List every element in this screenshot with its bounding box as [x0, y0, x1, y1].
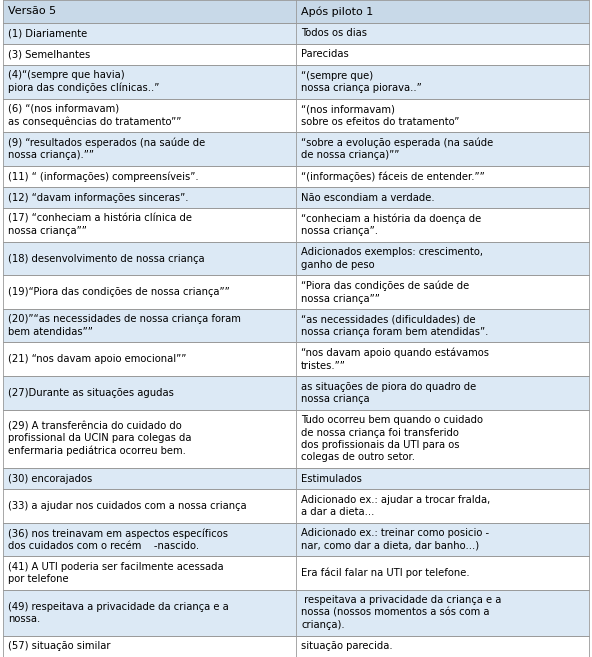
Text: “sobre a evolução esperada (na saúde
de nossa criança)””: “sobre a evolução esperada (na saúde de …	[301, 137, 493, 160]
Text: Era fácil falar na UTI por telefone.: Era fácil falar na UTI por telefone.	[301, 568, 469, 578]
Bar	[296, 309, 589, 342]
Text: (30) encorajados: (30) encorajados	[8, 474, 92, 484]
Text: (21) “nos davam apoio emocional””: (21) “nos davam apoio emocional””	[8, 354, 186, 364]
Bar	[296, 275, 589, 309]
Text: “Piora das condições de saúde de
nossa criança””: “Piora das condições de saúde de nossa c…	[301, 281, 469, 304]
Text: (6) “(nos informavam)
as consequências do tratamento””: (6) “(nos informavam) as consequências d…	[8, 104, 181, 127]
Bar	[296, 44, 589, 65]
Text: (57) situação similar: (57) situação similar	[8, 641, 111, 651]
Text: “conheciam a história da doença de
nossa criança”.: “conheciam a história da doença de nossa…	[301, 214, 481, 237]
Text: (17) “conheciam a história clínica de
nossa criança””: (17) “conheciam a história clínica de no…	[8, 214, 192, 236]
Bar	[296, 99, 589, 132]
Bar	[296, 166, 589, 187]
Text: “(nos informavam)
sobre os efeitos do tratamento”: “(nos informavam) sobre os efeitos do tr…	[301, 104, 459, 127]
Text: (27)Durante as situações agudas: (27)Durante as situações agudas	[8, 388, 174, 398]
Bar	[3, 556, 296, 590]
Bar	[3, 65, 296, 99]
Bar	[296, 556, 589, 590]
Text: Versão 5: Versão 5	[8, 7, 56, 16]
Bar	[3, 242, 296, 275]
Text: (36) nos treinavam em aspectos específicos
dos cuidados com o recém    -nascido.: (36) nos treinavam em aspectos específic…	[8, 528, 228, 551]
Text: (29) A transferência do cuidado do
profissional da UCIN para colegas da
enfermar: (29) A transferência do cuidado do profi…	[8, 421, 191, 457]
Bar	[3, 132, 296, 166]
Text: (3) Semelhantes: (3) Semelhantes	[8, 49, 90, 59]
Text: (19)“Piora das condições de nossa criança””: (19)“Piora das condições de nossa crianç…	[8, 287, 230, 297]
Text: “(sempre que)
nossa criança piorava..”: “(sempre que) nossa criança piorava..”	[301, 70, 422, 93]
Bar	[296, 342, 589, 376]
Text: Todos os dias: Todos os dias	[301, 28, 367, 38]
Text: (12) “davam informações sinceras”.: (12) “davam informações sinceras”.	[8, 193, 188, 202]
Text: respeitava a privacidade da criança e a
nossa (nossos momentos a sós com a
crian: respeitava a privacidade da criança e a …	[301, 595, 501, 630]
Bar	[296, 208, 589, 242]
Text: as situações de piora do quadro de
nossa criança: as situações de piora do quadro de nossa…	[301, 382, 476, 404]
Bar	[296, 187, 589, 208]
Bar	[3, 489, 296, 523]
Bar	[3, 0, 296, 22]
Bar	[296, 0, 589, 22]
Bar	[3, 590, 296, 636]
Text: (20)”“as necessidades de nossa criança foram
bem atendidas””: (20)”“as necessidades de nossa criança f…	[8, 315, 241, 337]
Bar	[3, 309, 296, 342]
Text: Estimulados: Estimulados	[301, 474, 362, 484]
Text: Adicionado ex.: treinar como posicio -
nar, como dar a dieta, dar banho...): Adicionado ex.: treinar como posicio - n…	[301, 528, 489, 551]
Bar	[3, 22, 296, 44]
Text: “as necessidades (dificuldades) de
nossa criança foram bem atendidas”.: “as necessidades (dificuldades) de nossa…	[301, 315, 488, 337]
Text: (33) a ajudar nos cuidados com a nossa criança: (33) a ajudar nos cuidados com a nossa c…	[8, 501, 247, 511]
Bar	[296, 132, 589, 166]
Text: Não escondiam a verdade.: Não escondiam a verdade.	[301, 193, 435, 202]
Bar	[3, 187, 296, 208]
Text: (4)“(sempre que havia)
piora das condições clínicas..”: (4)“(sempre que havia) piora das condiçõ…	[8, 70, 159, 93]
Bar	[3, 376, 296, 409]
Text: (1) Diariamente: (1) Diariamente	[8, 28, 87, 38]
Text: Tudo ocorreu bem quando o cuidado
de nossa criança foi transferido
dos profissio: Tudo ocorreu bem quando o cuidado de nos…	[301, 415, 483, 463]
Text: Adicionado ex.: ajudar a trocar fralda,
a dar a dieta...: Adicionado ex.: ajudar a trocar fralda, …	[301, 495, 490, 517]
Bar	[3, 342, 296, 376]
Bar	[3, 166, 296, 187]
Bar	[3, 523, 296, 556]
Bar	[296, 22, 589, 44]
Bar	[3, 44, 296, 65]
Text: Adicionados exemplos: crescimento,
ganho de peso: Adicionados exemplos: crescimento, ganho…	[301, 247, 483, 270]
Text: (11) “ (informações) compreensíveis”.: (11) “ (informações) compreensíveis”.	[8, 171, 199, 181]
Text: (49) respeitava a privacidade da criança e a
nossa.: (49) respeitava a privacidade da criança…	[8, 602, 229, 624]
Bar	[3, 275, 296, 309]
Bar	[296, 242, 589, 275]
Text: “(informações) fáceis de entender.””: “(informações) fáceis de entender.””	[301, 171, 485, 181]
Text: Parecidas: Parecidas	[301, 49, 349, 59]
Bar	[3, 636, 296, 657]
Bar	[296, 468, 589, 489]
Bar	[3, 208, 296, 242]
Bar	[296, 376, 589, 409]
Bar	[296, 65, 589, 99]
Bar	[296, 409, 589, 468]
Text: (9) “resultados esperados (na saúde de
nossa criança).””: (9) “resultados esperados (na saúde de n…	[8, 137, 205, 160]
Bar	[3, 99, 296, 132]
Bar	[296, 523, 589, 556]
Text: situação parecida.: situação parecida.	[301, 641, 392, 651]
Bar	[3, 409, 296, 468]
Bar	[296, 489, 589, 523]
Bar	[296, 636, 589, 657]
Bar	[296, 590, 589, 636]
Text: (18) desenvolvimento de nossa criança: (18) desenvolvimento de nossa criança	[8, 254, 205, 263]
Text: “nos davam apoio quando estávamos
tristes.””: “nos davam apoio quando estávamos triste…	[301, 348, 489, 371]
Text: (41) A UTI poderia ser facilmente acessada
por telefone: (41) A UTI poderia ser facilmente acessa…	[8, 562, 224, 584]
Bar	[3, 468, 296, 489]
Text: Após piloto 1: Após piloto 1	[301, 6, 373, 16]
